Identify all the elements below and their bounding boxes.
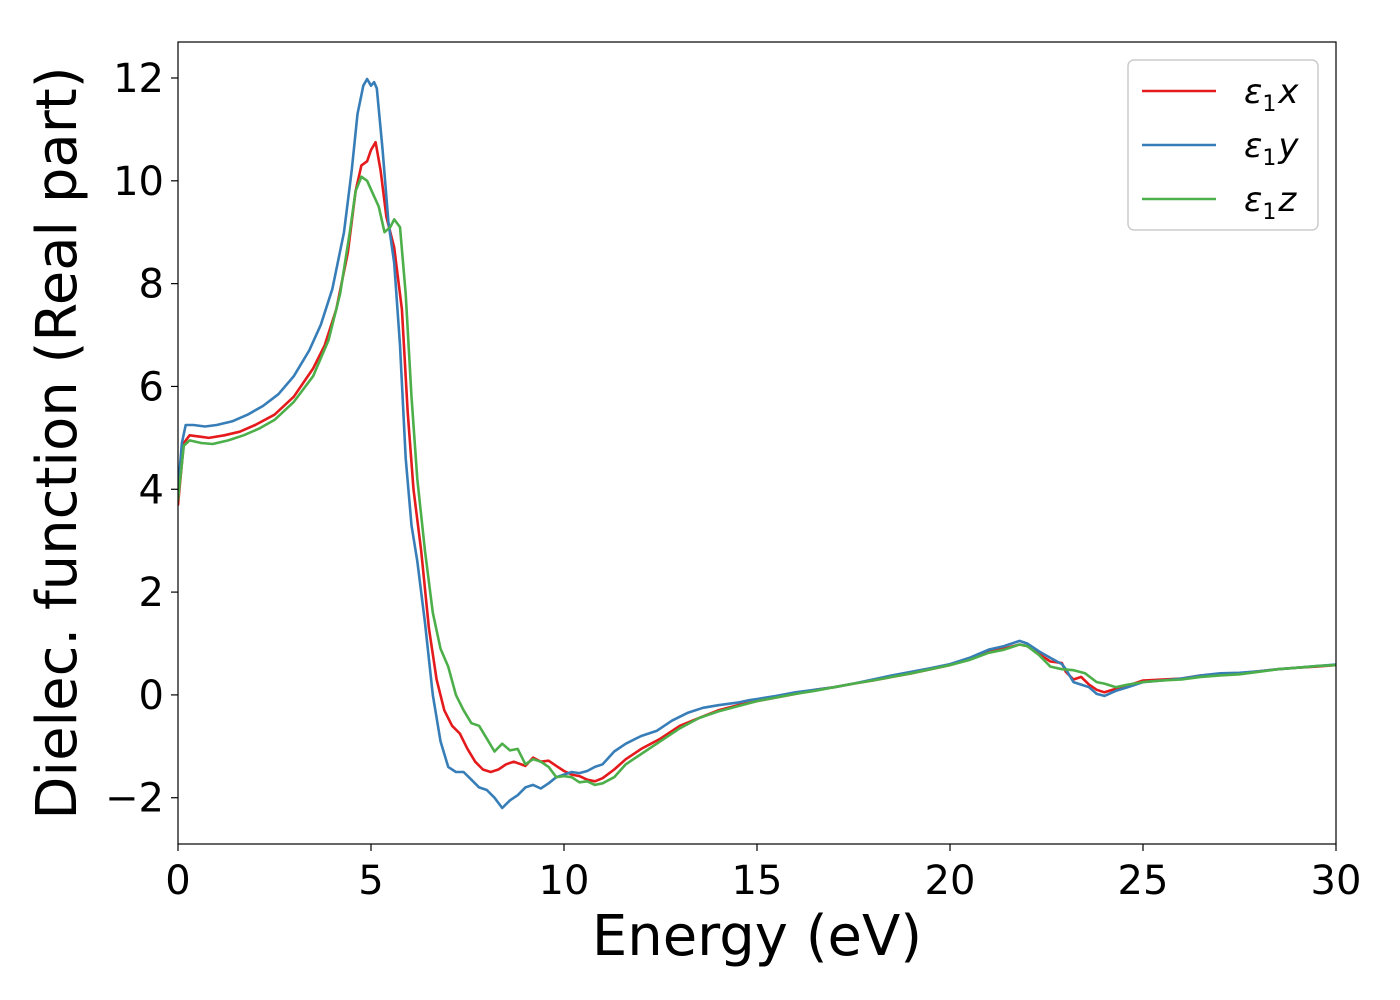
legend-box <box>1127 59 1319 231</box>
legend-axis: z <box>1277 180 1297 220</box>
series-line-x <box>178 140 1336 783</box>
x-tick-label: 10 <box>539 858 590 904</box>
series-line-z <box>178 175 1336 787</box>
y-tick-label: 8 <box>139 262 164 308</box>
y-tick-label: 6 <box>139 364 164 410</box>
series-layer <box>178 77 1336 810</box>
legend-axis: y <box>1277 126 1299 166</box>
legend-subscript: 1 <box>1262 146 1276 171</box>
legend-symbol: ε <box>1244 72 1262 112</box>
legend-label-y: ε1y <box>1244 126 1299 171</box>
legend-label-x: ε1x <box>1244 72 1299 117</box>
x-tick-label: 25 <box>1118 858 1169 904</box>
y-tick-label: 10 <box>113 159 164 205</box>
y-tick-label: 4 <box>139 467 164 513</box>
x-tick-label: 20 <box>925 858 976 904</box>
y-axis: −2 0 2 4 6 8 10 12 <box>105 56 178 822</box>
legend-axis: x <box>1277 72 1299 112</box>
x-tick-label: 15 <box>732 858 783 904</box>
series-line-y <box>178 77 1336 810</box>
y-tick-label: −2 <box>105 776 164 822</box>
x-tick-label: 5 <box>358 858 383 904</box>
x-axis-label: Energy (eV) <box>592 904 922 969</box>
x-tick-label: 0 <box>165 858 190 904</box>
legend-label-z: ε1z <box>1244 180 1297 225</box>
legend-symbol: ε <box>1244 126 1262 166</box>
legend-symbol: ε <box>1244 180 1262 220</box>
y-tick-label: 12 <box>113 56 164 102</box>
y-axis-label: Dielec. function (Real part) <box>25 66 90 819</box>
x-tick-label: 30 <box>1311 858 1362 904</box>
legend-subscript: 1 <box>1262 200 1276 225</box>
legend-subscript: 1 <box>1262 92 1276 117</box>
x-axis: 0 5 10 15 20 25 30 <box>165 844 1361 904</box>
y-tick-label: 0 <box>139 673 164 719</box>
y-tick-label: 2 <box>139 570 164 616</box>
